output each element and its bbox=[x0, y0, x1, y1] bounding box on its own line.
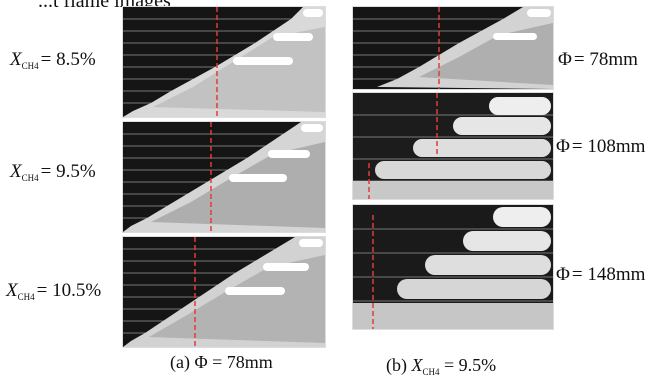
label-a-row-2: XCH4 = 9.5% bbox=[10, 161, 96, 183]
caption-b: (b) XCH4 = 9.5% bbox=[386, 355, 497, 377]
flame-image-b3 bbox=[353, 205, 553, 329]
panel-b-3 bbox=[352, 204, 554, 330]
label-b-row-3: Φ = 148mm bbox=[556, 264, 646, 285]
label-b-row-2: Φ = 108mm bbox=[556, 136, 646, 157]
label-b-row-1: Φ = 78mm bbox=[558, 49, 638, 70]
flame-image-a3 bbox=[123, 237, 325, 347]
caption-a: (a) Φ = 78mm bbox=[170, 352, 273, 372]
flame-image-b1 bbox=[353, 7, 553, 89]
panel-a-3 bbox=[122, 236, 326, 348]
flame-image-b2 bbox=[353, 93, 553, 199]
flame-image-a2 bbox=[123, 122, 325, 232]
flame-image-a1 bbox=[123, 7, 325, 117]
panel-b-2 bbox=[352, 92, 554, 200]
label-a-row-3: XCH4 = 10.5% bbox=[6, 280, 102, 302]
label-a-row-1: XCH4 = 8.5% bbox=[10, 49, 96, 71]
panel-a-1 bbox=[122, 6, 326, 118]
panel-a-2 bbox=[122, 121, 326, 233]
panel-b-1 bbox=[352, 6, 554, 90]
